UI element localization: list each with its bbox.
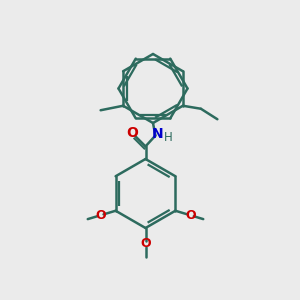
Text: O: O xyxy=(140,237,151,250)
Text: O: O xyxy=(127,126,139,140)
Text: H: H xyxy=(164,131,172,144)
Text: O: O xyxy=(185,209,196,222)
Text: N: N xyxy=(152,127,164,141)
Text: O: O xyxy=(95,209,106,222)
